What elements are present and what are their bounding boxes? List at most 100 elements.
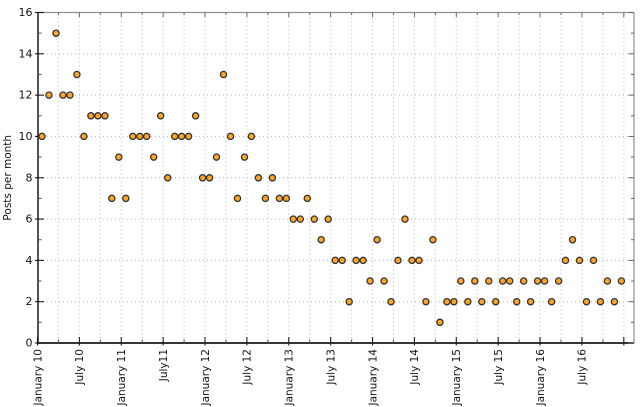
- data-point: [142, 132, 151, 141]
- data-point: [59, 91, 67, 99]
- x-tick-label: January 13: [284, 349, 296, 407]
- data-point: [394, 256, 402, 265]
- x-tick-label: January 16: [535, 349, 547, 407]
- data-point: [533, 277, 542, 285]
- data-point: [596, 297, 605, 306]
- data-point: [603, 277, 612, 285]
- data-point: [296, 215, 305, 223]
- y-tick-label: 0: [26, 337, 33, 350]
- data-point: [198, 174, 207, 182]
- data-point: [73, 70, 81, 79]
- data-point: [401, 215, 409, 223]
- y-tick-label: 6: [26, 213, 33, 226]
- x-tick-label: July 15: [493, 349, 505, 386]
- data-point: [268, 174, 277, 182]
- data-point: [415, 256, 423, 265]
- data-point: [331, 256, 339, 265]
- data-point: [359, 256, 367, 265]
- data-point: [561, 256, 570, 265]
- data-point: [115, 153, 123, 161]
- data-point: [303, 194, 312, 203]
- data-point: [512, 297, 521, 306]
- x-tick-label: July 14: [409, 349, 421, 386]
- data-point: [156, 112, 165, 120]
- data-point: [163, 174, 172, 182]
- data-points: [38, 29, 626, 327]
- data-point: [617, 277, 626, 285]
- gridlines: [39, 13, 633, 342]
- y-tick-label: 2: [26, 295, 33, 308]
- data-point: [136, 132, 144, 141]
- data-point: [94, 112, 102, 120]
- data-point: [450, 297, 458, 306]
- x-tick-label: January 15: [451, 349, 463, 407]
- x-tick-label: July11: [158, 349, 170, 382]
- x-tick-label: July 12: [242, 349, 254, 386]
- data-point: [575, 256, 584, 265]
- data-point: [408, 256, 416, 265]
- data-point: [275, 194, 284, 203]
- x-tick-label: January 14: [367, 349, 379, 407]
- data-point: [317, 235, 325, 244]
- data-point: [491, 297, 500, 306]
- x-tick-label: July 16: [577, 349, 589, 386]
- data-point: [338, 256, 346, 265]
- data-point: [505, 277, 514, 285]
- x-tick-label: January 10: [32, 349, 44, 407]
- data-point: [38, 132, 46, 141]
- data-point: [170, 132, 179, 141]
- y-tick-label: 14: [19, 47, 33, 60]
- data-point: [443, 297, 451, 306]
- data-point: [191, 112, 200, 120]
- data-point: [289, 215, 298, 223]
- data-point: [52, 29, 60, 37]
- data-point: [352, 256, 360, 265]
- data-point: [464, 297, 472, 306]
- data-point: [422, 297, 430, 306]
- data-point: [345, 297, 353, 306]
- x-tick-label: July 13: [325, 349, 337, 386]
- data-point: [554, 277, 563, 285]
- data-point: [380, 277, 388, 285]
- x-tick-label: July 10: [74, 349, 86, 386]
- y-tick-label: 8: [26, 171, 33, 184]
- data-point: [226, 132, 235, 141]
- axis-ticks: [35, 11, 634, 346]
- data-point: [526, 297, 535, 306]
- data-point: [240, 153, 249, 161]
- data-point: [310, 215, 319, 223]
- data-point: [478, 297, 486, 306]
- data-point: [582, 297, 591, 306]
- axis-labels: 0 2 4 6 8 10 12 14 16 January 10 July 10 January 11…: [2, 6, 589, 407]
- data-point: [149, 153, 158, 161]
- y-tick-label: 10: [19, 130, 33, 143]
- data-point: [212, 153, 221, 161]
- x-tick-label: January 11: [116, 349, 128, 407]
- data-point: [547, 297, 556, 306]
- data-point: [80, 132, 88, 141]
- data-point: [66, 91, 74, 99]
- data-point: [205, 174, 214, 182]
- data-point: [254, 174, 263, 182]
- data-point: [45, 91, 53, 99]
- data-point: [282, 194, 291, 203]
- data-point: [219, 70, 228, 79]
- x-tick-label: January 12: [200, 349, 212, 407]
- data-point: [457, 277, 465, 285]
- data-point: [129, 132, 137, 141]
- data-point: [540, 277, 549, 285]
- data-point: [436, 318, 444, 327]
- data-point: [184, 132, 193, 141]
- y-tick-label: 4: [26, 254, 33, 267]
- data-point: [324, 215, 332, 223]
- y-tick-label: 12: [19, 89, 33, 102]
- data-point: [471, 277, 479, 285]
- data-point: [429, 235, 437, 244]
- data-point: [177, 132, 186, 141]
- data-point: [387, 297, 395, 306]
- data-point: [366, 277, 374, 285]
- data-point: [101, 112, 109, 120]
- y-axis-title: Posts per month: [2, 135, 14, 221]
- data-point: [589, 256, 598, 265]
